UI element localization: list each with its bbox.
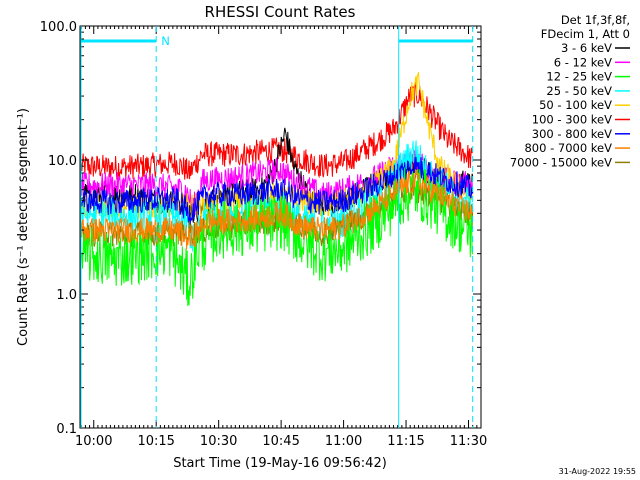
plot-area: 0.1 1.0 10.0 100.0 10:00 10:15 10:30 10:45 11:00… [40,20,487,449]
y-axis-label: Count Rate (s⁻¹ detector segment⁻¹) [16,108,31,346]
legend-label: 6 - 12 keV [554,55,612,69]
series-line-7 [80,169,474,250]
plot-frame [79,25,482,429]
y-tick-label: 100.0 [40,20,77,35]
legend-label: 7000 - 15000 keV [510,155,612,169]
series-line-6 [80,157,474,226]
legend-label: 300 - 800 keV [532,127,612,141]
legend-label: 25 - 50 keV [546,84,612,98]
x-tick-label: 10:30 [200,434,237,449]
x-tick-label: 11:15 [387,434,424,449]
legend: Det 1f,3f,8f, FDecim 1, Att 0 3 - 6 keV6… [510,13,630,169]
legend-label: 3 - 6 keV [561,41,612,55]
x-tick-label: 10:00 [75,434,112,449]
legend-header-line-1: Det 1f,3f,8f, [561,13,630,27]
y-tick-label: 1.0 [56,288,77,303]
x-axis-label: Start Time (19-May-16 09:56:42) [173,456,387,471]
night-annotation-label: N [161,34,170,48]
legend-label: 800 - 7000 keV [524,141,612,155]
legend-label: 100 - 300 keV [532,113,612,127]
x-tick-label: 10:15 [137,434,174,449]
x-tick-label: 11:00 [325,434,362,449]
footer-timestamp: 31-Aug-2022 19:55 [559,467,636,476]
series-line-2 [80,167,474,306]
x-tick-label: 11:30 [450,434,487,449]
chart-title: RHESSI Count Rates [205,3,356,21]
series-line-5 [80,81,473,180]
legend-label: 12 - 25 keV [546,70,612,84]
legend-label: 50 - 100 keV [539,98,612,112]
y-tick-label: 10.0 [48,154,77,169]
legend-header-line-2: FDecim 1, Att 0 [541,27,630,41]
y-tick-label: 0.1 [56,422,77,437]
x-tick-label: 10:45 [262,434,299,449]
